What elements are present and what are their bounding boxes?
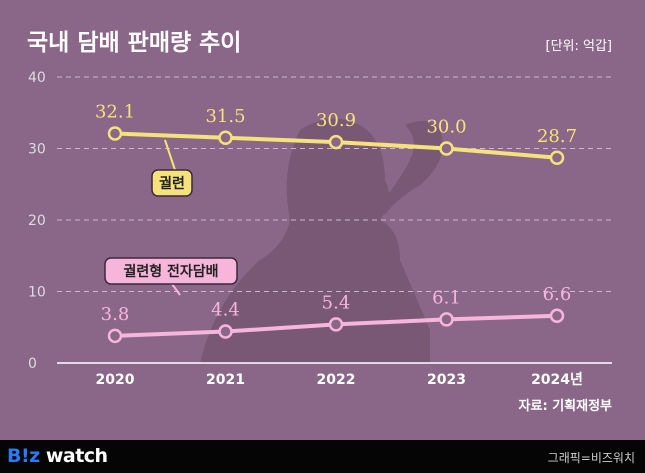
y-tick-label: 30 bbox=[28, 142, 46, 158]
y-tick-label: 10 bbox=[28, 285, 46, 301]
y-tick-label: 40 bbox=[28, 70, 46, 86]
data-label: 32.1 bbox=[95, 101, 135, 122]
unit-label: [단위: 억갑] bbox=[546, 39, 613, 54]
data-point bbox=[218, 130, 233, 146]
y-tick-label: 20 bbox=[28, 213, 46, 229]
data-label: 3.8 bbox=[101, 304, 130, 325]
y-tick-label: 0 bbox=[28, 356, 37, 372]
legend-label: 궐련 bbox=[159, 175, 185, 192]
data-label: 4.4 bbox=[211, 300, 240, 321]
x-tick-label: 2021 bbox=[206, 372, 245, 388]
legend-pointer bbox=[171, 283, 181, 296]
graphic-credit: 그래픽=비즈워치 bbox=[547, 451, 635, 465]
data-point bbox=[549, 150, 565, 166]
data-point bbox=[328, 317, 344, 332]
data-point bbox=[107, 126, 123, 141]
smoker-silhouette bbox=[200, 118, 443, 363]
legend-box bbox=[151, 169, 193, 197]
data-point bbox=[439, 141, 454, 156]
legend-pointer bbox=[164, 139, 176, 171]
bizwatch-logo: B!z watch bbox=[7, 445, 108, 467]
legend-label: 궐련형 전자담배 bbox=[123, 263, 218, 280]
data-point bbox=[328, 134, 344, 150]
data-point bbox=[218, 324, 233, 339]
footer-bar: B!z watch 그래픽=비즈워치 bbox=[0, 440, 645, 473]
x-tick-label: 2023 bbox=[427, 372, 466, 388]
legend-box bbox=[104, 257, 238, 285]
source-label: 자료: 기획재정부 bbox=[519, 398, 612, 414]
x-tick-label: 2022 bbox=[317, 372, 356, 388]
x-tick-label: 2024년 bbox=[531, 372, 583, 388]
data-label: 28.7 bbox=[537, 126, 577, 147]
data-label: 31.5 bbox=[205, 106, 245, 127]
chart-title: 국내 담배 판매량 추이 bbox=[27, 30, 241, 56]
data-label: 6.1 bbox=[432, 287, 461, 308]
data-point bbox=[107, 328, 123, 344]
data-label: 5.4 bbox=[322, 292, 351, 313]
data-label: 6.6 bbox=[543, 284, 572, 305]
data-label: 30.9 bbox=[316, 110, 356, 131]
x-tick-label: 2020 bbox=[96, 372, 135, 388]
data-point bbox=[549, 308, 565, 324]
data-label: 30.0 bbox=[426, 117, 466, 138]
data-point bbox=[439, 312, 454, 327]
